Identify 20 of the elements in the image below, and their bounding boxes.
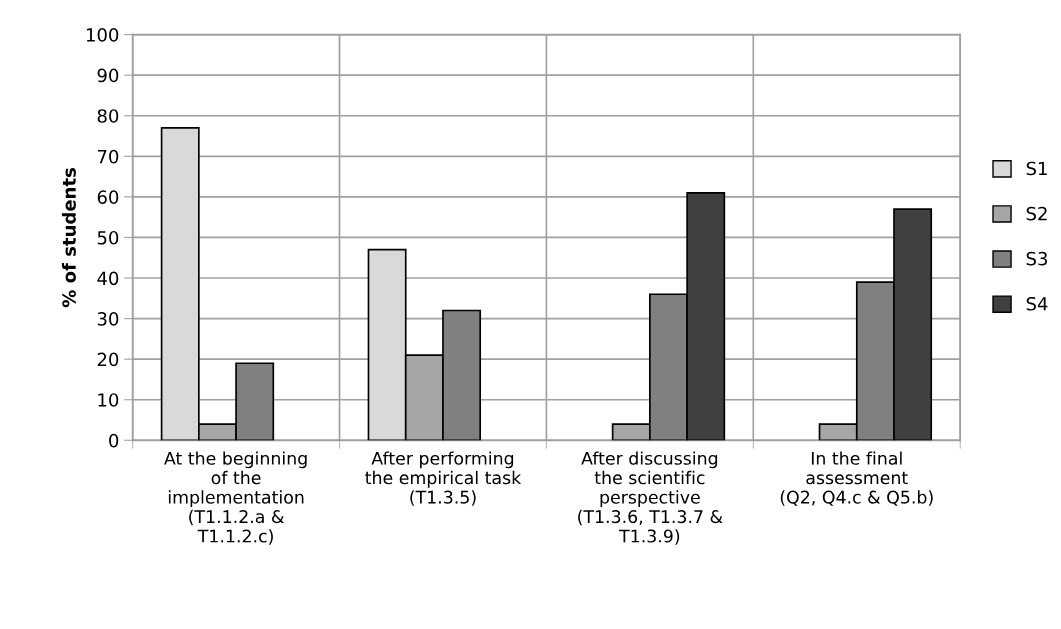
- y-tick-label: 40: [97, 271, 119, 286]
- legend-label: S4: [1026, 296, 1048, 311]
- y-axis-title: % of students: [61, 168, 76, 308]
- x-tick-label: At the beginning of the implementation (T1.1.2.a & T1.1.2.c): [164, 451, 307, 545]
- y-tick-label: 70: [97, 149, 119, 164]
- y-tick-label: 10: [98, 393, 119, 407]
- y-tick-label: 90: [97, 68, 119, 83]
- y-tick-label: 100: [86, 28, 119, 42]
- y-tick-label: 20: [97, 352, 119, 367]
- x-tick-label: In the final assessment (Q2, Q4.c & Q5.b): [780, 451, 933, 506]
- y-tick-label: 30: [97, 312, 119, 326]
- x-tick-label: After discussing the scientific perspective (T1.3.6, T1.3.7 & T1.3.9): [578, 451, 723, 545]
- x-tick-label: After performing the empirical task (T1.3.5): [365, 451, 522, 506]
- legend-label: S3: [1026, 251, 1048, 266]
- y-tick-label: 60: [97, 190, 119, 204]
- y-tick-label: 80: [97, 109, 119, 123]
- y-tick-label: 0: [109, 433, 119, 448]
- legend-label: S1: [1026, 161, 1047, 176]
- legend-label: S2: [1026, 206, 1047, 221]
- y-tick-label: 50: [97, 230, 119, 245]
